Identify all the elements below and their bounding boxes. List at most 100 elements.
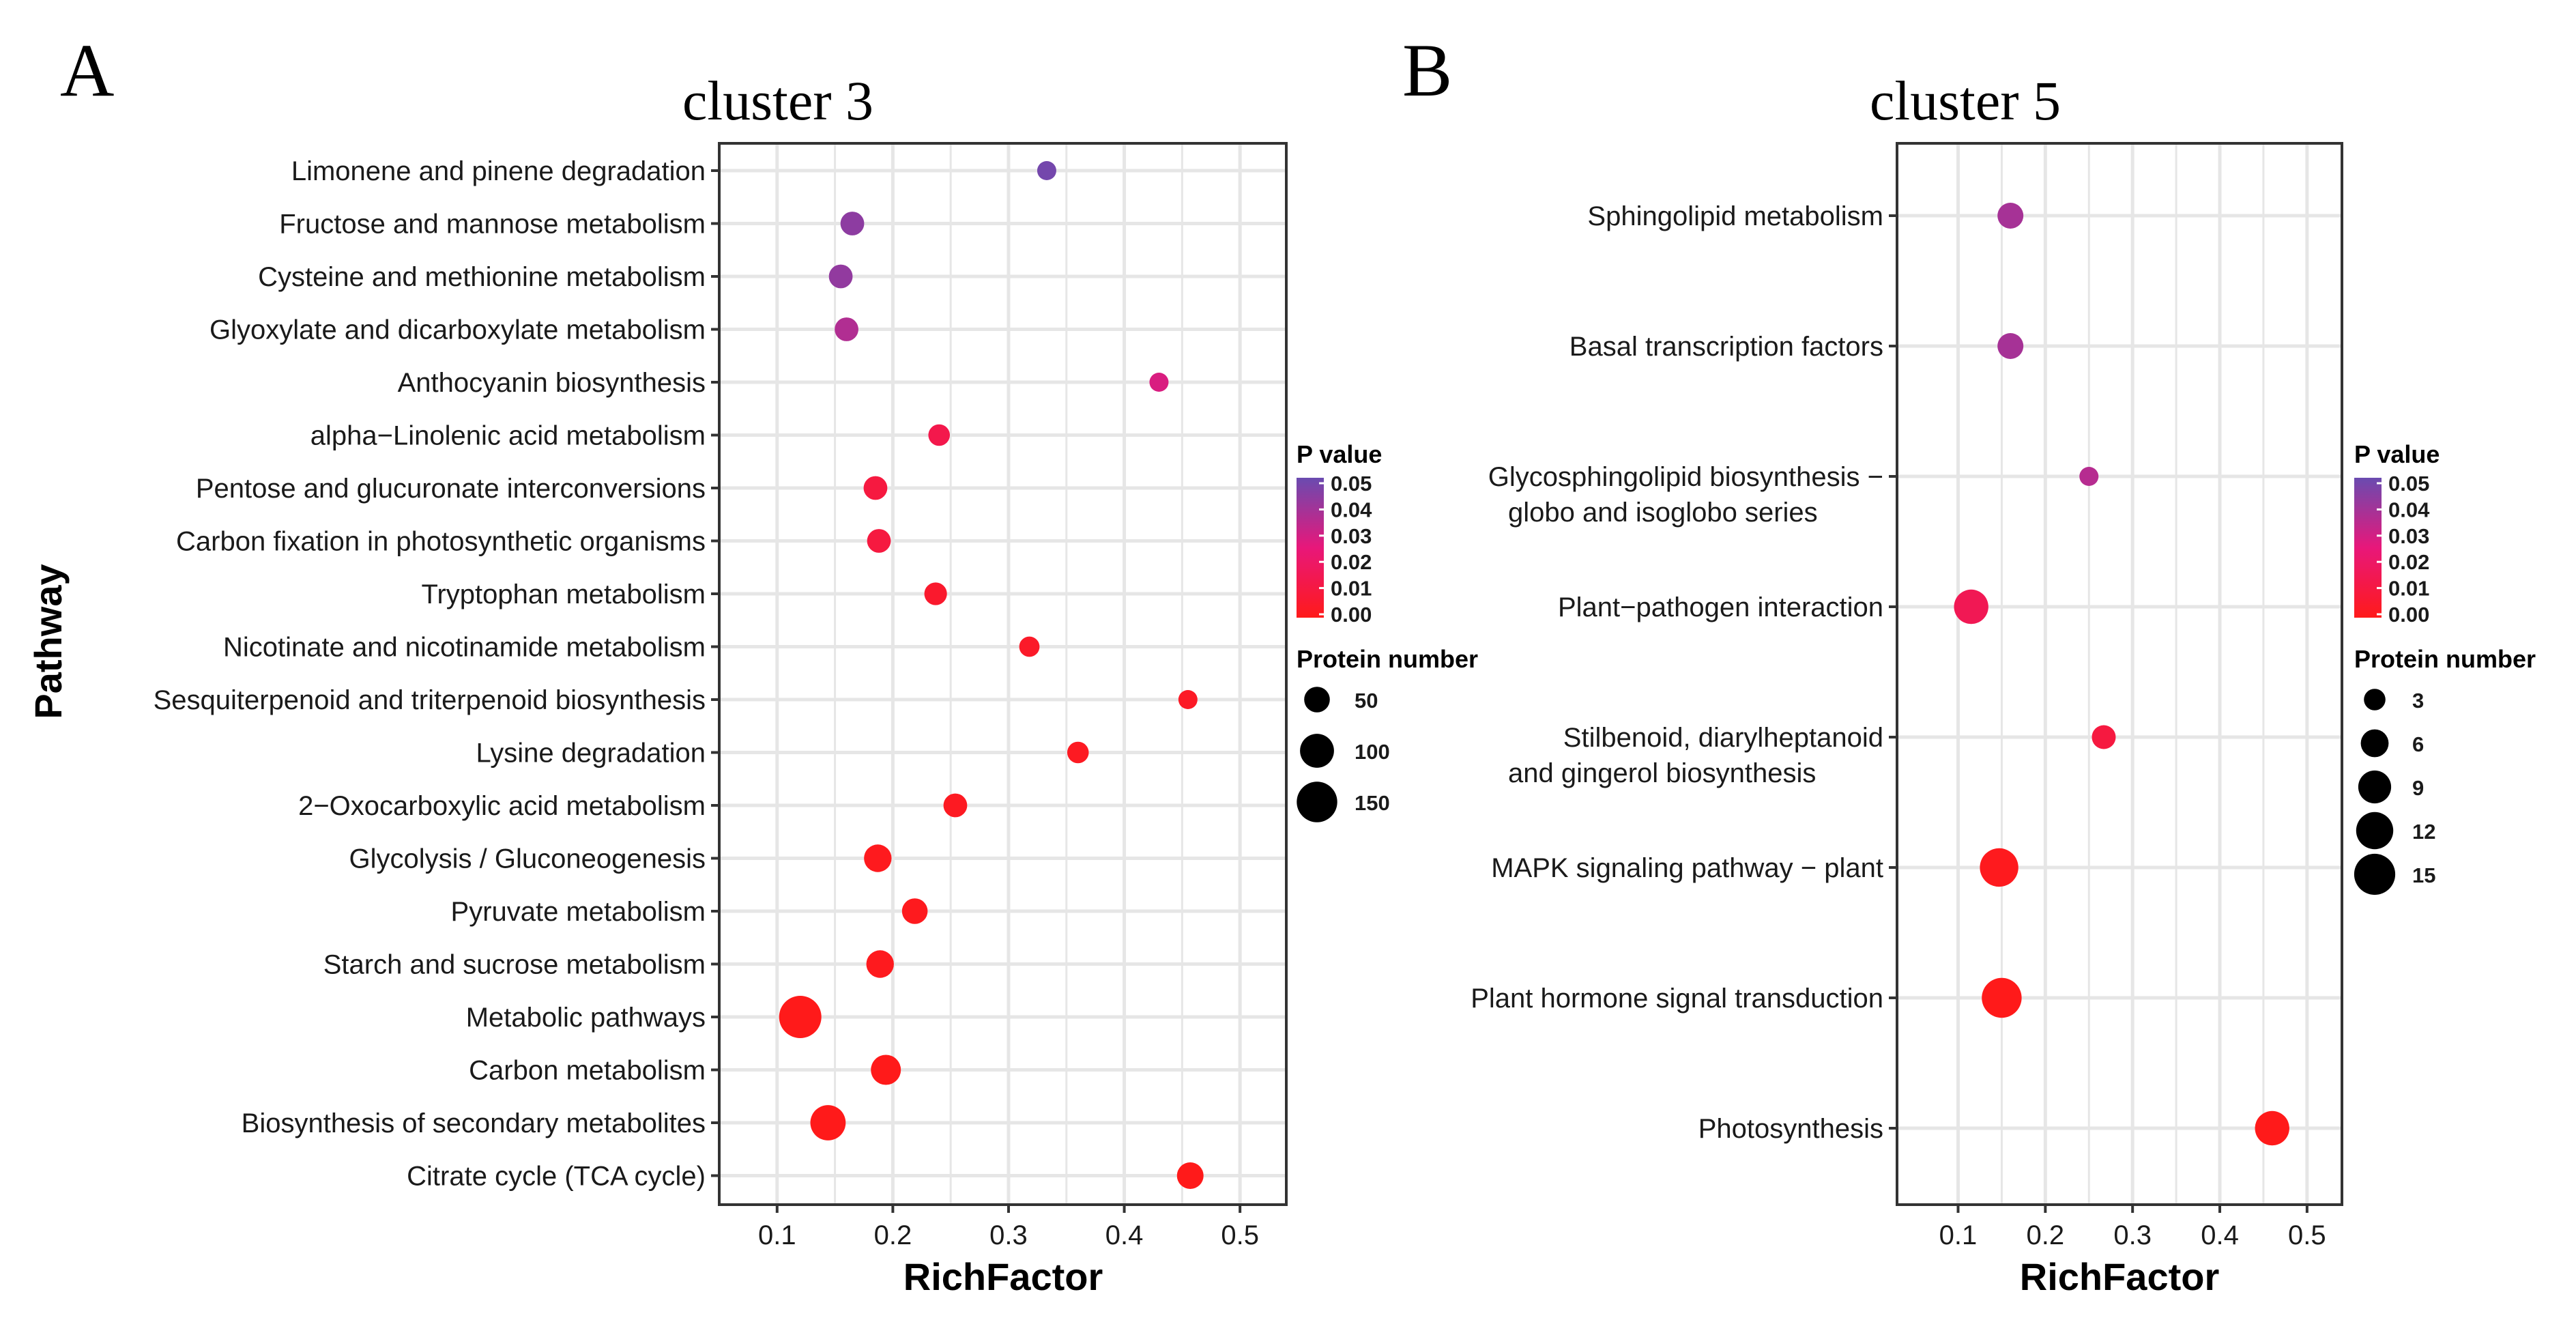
panel-a-grid [719, 143, 1286, 1205]
x-tick-label: 0.5 [1221, 1220, 1259, 1250]
size-legend-circle [1300, 734, 1334, 768]
panel-a-points [779, 161, 1204, 1189]
size-legend-label: 6 [2412, 732, 2424, 756]
data-point [2092, 725, 2116, 749]
pathway-label: Carbon fixation in photosynthetic organi… [176, 527, 706, 557]
pathway-label: Pyruvate metabolism [451, 897, 706, 927]
data-point [2255, 1110, 2289, 1146]
panel-b-size-legend: Protein number 3 6 9 12 15 [2354, 645, 2536, 895]
panel-b-letter: B [1402, 29, 1452, 112]
panel-a: A cluster 3 Limonene and pinene degradat… [27, 29, 1478, 1298]
data-point [867, 529, 891, 553]
data-point [1980, 848, 2018, 887]
x-tick-label: 0.4 [1105, 1220, 1144, 1250]
size-legend-label: 12 [2412, 820, 2435, 844]
pvalue-tick-label: 0.02 [1331, 550, 1372, 574]
pvalue-tick-label: 0.03 [1331, 524, 1372, 548]
x-tick-label: 0.3 [989, 1220, 1028, 1250]
data-point [1037, 161, 1056, 180]
pvalue-tick-label: 0.01 [2388, 577, 2429, 601]
data-point [2079, 467, 2099, 486]
pathway-label: Pentose and glucuronate interconversions [196, 474, 706, 504]
pathway-label: Sesquiterpenoid and triterpenoid biosynt… [154, 685, 706, 715]
data-point [1997, 203, 2024, 229]
pathway-label-line: Glycosphingolipid biosynthesis − [1488, 462, 1883, 492]
pathway-label: Cysteine and methionine metabolism [258, 262, 706, 292]
panel-a-size-legend-items: 50 100 150 [1297, 687, 1390, 822]
pathway-label: Plant hormone signal transduction [1471, 984, 1883, 1014]
size-legend-label: 15 [2412, 863, 2435, 887]
panel-b-pvalue-legend: P value 0.050.04 0.030.02 0.010.00 [2354, 440, 2440, 627]
size-legend-circle [1304, 687, 1330, 713]
pvalue-tick-label: 0.05 [2388, 472, 2429, 496]
panel-a-pathway-labels: Limonene and pinene degradation Fructose … [154, 156, 719, 1192]
pvalue-tick-label: 0.02 [2388, 550, 2429, 574]
x-tick-label: 0.1 [758, 1220, 796, 1250]
x-tick-label: 0.2 [2027, 1220, 2065, 1250]
pathway-label: Metabolic pathways [466, 1003, 706, 1033]
data-point [924, 582, 947, 605]
data-point [840, 212, 865, 235]
panel-b-grid [1897, 143, 2342, 1205]
x-tick-label: 0.2 [874, 1220, 912, 1250]
data-point [810, 1105, 846, 1140]
panel-b-pvalue-legend-title: P value [2354, 440, 2440, 468]
panel-a-x-axis-label: RichFactor [903, 1255, 1103, 1298]
data-point [779, 996, 822, 1038]
panel-a-title: cluster 3 [682, 70, 873, 132]
data-point [863, 476, 888, 500]
panel-a-pvalue-ticks: 0.050.04 0.030.02 0.010.00 [1319, 472, 1372, 627]
panel-a-frame [718, 142, 1288, 1206]
pvalue-tick-label: 0.01 [1331, 577, 1372, 601]
panel-a-size-legend: Protein number 50 100 150 [1297, 645, 1478, 822]
panel-b-x-ticks: 0.1 0.2 0.3 0.4 0.5 [1939, 1205, 2326, 1250]
pathway-label-line: Stilbenoid, diarylheptanoid [1563, 723, 1883, 753]
pathway-label: Citrate cycle (TCA cycle) [407, 1162, 706, 1192]
panel-b-pathway-labels: Sphingolipid metabolism Basal transcripti… [1471, 201, 1897, 1144]
pathway-label: Glycolysis / Gluconeogenesis [349, 844, 706, 874]
panel-b-frame [1896, 142, 2343, 1206]
panel-b-size-legend-items: 3 6 9 12 15 [2354, 689, 2435, 895]
pvalue-tick-label: 0.05 [1331, 472, 1372, 496]
x-tick-label: 0.4 [2201, 1220, 2239, 1250]
panel-b-size-legend-title: Protein number [2354, 645, 2536, 673]
size-legend-label: 9 [2412, 776, 2424, 800]
panel-a-letter: A [60, 29, 114, 112]
data-point [1019, 636, 1040, 657]
pathway-label: 2−Oxocarboxylic acid metabolism [298, 791, 706, 821]
pathway-label: Lysine degradation [476, 738, 706, 769]
pathway-label-line: globo and isoglobo series [1508, 498, 1818, 528]
data-point [901, 898, 928, 924]
data-point [1067, 741, 1089, 764]
panel-a-pvalue-colorbar [1297, 478, 1324, 618]
pvalue-tick-label: 0.00 [2388, 603, 2429, 627]
pathway-label: Sphingolipid metabolism [1587, 201, 1883, 231]
pathway-label: MAPK signaling pathway − plant [1491, 853, 1883, 883]
data-point [1149, 373, 1169, 392]
size-legend-circle [1297, 781, 1337, 822]
pvalue-tick-label: 0.04 [2388, 498, 2430, 521]
size-legend-label: 100 [1355, 740, 1390, 764]
size-legend-label: 50 [1355, 689, 1378, 713]
x-tick-label: 0.1 [1939, 1220, 1978, 1250]
data-point [1982, 977, 2022, 1018]
pvalue-tick-label: 0.04 [1331, 498, 1372, 521]
pathway-label: Basal transcription factors [1569, 332, 1883, 362]
data-point [866, 950, 894, 978]
size-legend-label: 3 [2412, 689, 2424, 713]
pathway-label: Limonene and pinene degradation [291, 156, 706, 186]
data-point [864, 844, 892, 872]
data-point [828, 264, 853, 289]
panel-a-y-axis-label: Pathway [27, 564, 70, 719]
panel-a-pvalue-legend: P value 0.050.04 0.030.02 0.010.00 [1297, 440, 1382, 627]
data-point [943, 793, 968, 818]
pathway-label: alpha−Linolenic acid metabolism [310, 421, 706, 451]
pathway-label-line: and gingerol biosynthesis [1508, 758, 1816, 788]
panel-b-x-axis-label: RichFactor [2020, 1255, 2220, 1298]
pathway-label: Plant−pathogen interaction [1558, 592, 1883, 622]
data-point [1954, 589, 1988, 625]
data-point [871, 1054, 901, 1085]
pathway-label: Starch and sucrose metabolism [323, 950, 706, 980]
pathway-label: Nicotinate and nicotinamide metabolism [223, 633, 706, 663]
